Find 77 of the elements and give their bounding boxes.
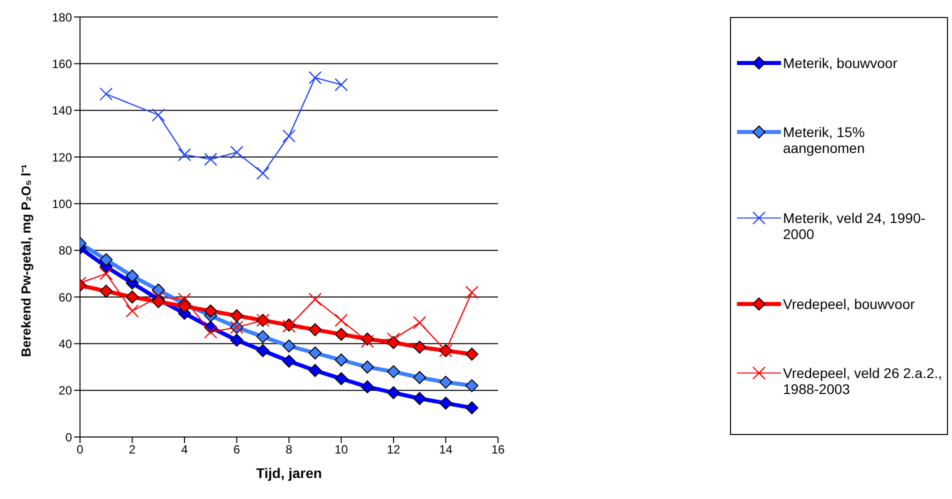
point	[282, 340, 296, 352]
point	[334, 78, 348, 92]
point	[334, 372, 348, 386]
y-tick-label: 180	[52, 10, 72, 24]
point	[152, 284, 165, 296]
point	[204, 304, 218, 318]
point	[100, 267, 113, 280]
x-tick-label: 14	[439, 442, 453, 457]
point	[256, 330, 270, 344]
point	[465, 379, 478, 392]
point	[465, 348, 478, 361]
point	[178, 292, 192, 306]
legend-label: Meterik, veld 24, 1990-2000	[783, 210, 926, 242]
x-tick-label: 10	[334, 442, 348, 457]
y-tick-label: 60	[58, 290, 72, 304]
point	[360, 360, 374, 374]
x-axis-title: Tijd, jaren	[256, 465, 322, 481]
point	[152, 108, 165, 122]
point	[204, 325, 218, 339]
y-axis-title: Berekend Pw-getal, mg P₂O₅ l⁻¹	[18, 164, 34, 357]
point	[360, 380, 374, 394]
x-tick-label: 8	[286, 442, 293, 457]
point	[465, 401, 478, 414]
x-tick-label: 6	[233, 442, 240, 457]
point	[282, 129, 296, 143]
point	[334, 314, 348, 327]
point	[230, 334, 244, 347]
y-tick-label: 160	[52, 56, 72, 71]
point	[334, 328, 348, 341]
x-tick-label: 16	[491, 442, 505, 457]
point	[360, 334, 374, 348]
point	[204, 152, 218, 166]
y-tick-label: 120	[52, 150, 72, 164]
point	[413, 340, 426, 354]
point	[230, 146, 244, 159]
point	[413, 392, 426, 405]
point	[126, 290, 139, 304]
point	[178, 148, 192, 162]
point	[308, 323, 322, 336]
x-tick-label: 0	[76, 442, 84, 457]
point	[230, 309, 244, 322]
y-tick-label: 20	[58, 384, 72, 398]
legend-label: Meterik, bouwvoor	[783, 54, 898, 71]
point	[386, 332, 400, 346]
point	[439, 396, 452, 410]
point	[334, 354, 348, 366]
legend-label: Vredepeel, bouwvoor	[783, 296, 916, 312]
y-tick-label: 80	[58, 244, 72, 258]
point	[308, 71, 322, 84]
point	[178, 300, 191, 313]
point	[387, 365, 400, 378]
point	[126, 270, 139, 282]
x-tick-label: 2	[128, 442, 136, 457]
x-tick-label: 4	[181, 442, 188, 457]
point	[256, 344, 270, 358]
point	[387, 386, 400, 400]
point	[152, 290, 165, 304]
point	[308, 364, 322, 377]
y-tick-label: 0	[65, 430, 72, 444]
point	[413, 316, 426, 330]
point	[100, 284, 113, 298]
point	[126, 304, 139, 318]
point	[413, 371, 426, 384]
point	[308, 292, 322, 306]
point	[308, 346, 322, 360]
point	[465, 286, 478, 299]
point	[256, 166, 270, 180]
point	[282, 354, 296, 368]
point	[439, 376, 452, 389]
y-tick-label: 140	[52, 104, 72, 118]
x-tick-label: 12	[386, 442, 400, 457]
y-tick-label: 100	[52, 196, 72, 211]
y-tick-label: 40	[58, 336, 72, 351]
legend-label: Meterik, 15% aangenomen	[783, 124, 866, 156]
point	[100, 87, 113, 101]
point	[100, 253, 113, 266]
legend-label: Vredepeel, veld 26 2.a.2., 1988-2003	[783, 365, 943, 398]
